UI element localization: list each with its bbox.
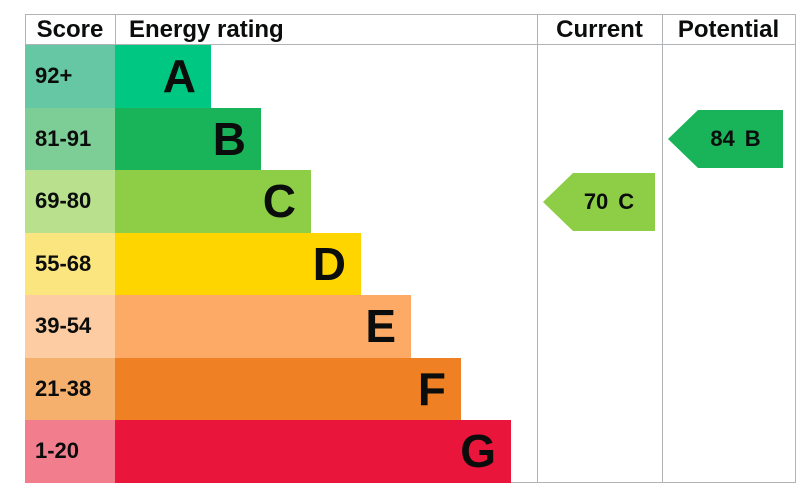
band-g-score-range: 1-20 <box>25 420 115 483</box>
band-a-score-range: 92+ <box>25 45 115 108</box>
band-d-bar: D <box>115 232 361 295</box>
header-bottom-border <box>25 44 796 45</box>
table-right-border <box>795 14 796 482</box>
band-row-f: 21-38 F <box>0 357 809 420</box>
table-top-border <box>25 14 796 15</box>
current-column-header: Current <box>556 15 643 43</box>
potential-column-header: Potential <box>677 15 780 43</box>
band-rows: 92+ A 81-91 B 69-80 C 55-68 D 39-54 E 21… <box>0 45 809 483</box>
table-bottom-border <box>25 482 796 483</box>
band-a-bar: A <box>115 45 211 108</box>
band-f-bar: F <box>115 357 461 420</box>
band-e-score-range: 39-54 <box>25 295 115 358</box>
current-column-divider <box>537 14 538 482</box>
score-column-header: Score <box>36 15 104 43</box>
band-row-c: 69-80 C <box>0 170 809 233</box>
band-d-score-range: 55-68 <box>25 232 115 295</box>
band-row-d: 55-68 D <box>0 232 809 295</box>
band-e-bar: E <box>115 295 411 358</box>
current-rating-band: C <box>618 189 635 214</box>
potential-column-divider <box>662 14 663 482</box>
score-column-divider <box>115 14 116 45</box>
band-row-b: 81-91 B <box>0 107 809 170</box>
band-g-bar: G <box>115 420 511 483</box>
band-c-score-range: 69-80 <box>25 170 115 233</box>
band-b-bar: B <box>115 107 261 170</box>
header-left-border <box>25 14 26 45</box>
band-row-a: 92+ A <box>0 45 809 108</box>
band-row-e: 39-54 E <box>0 295 809 358</box>
current-rating-score: 70 <box>583 189 609 214</box>
band-row-g: 1-20 G <box>0 420 809 483</box>
band-b-score-range: 81-91 <box>25 107 115 170</box>
potential-rating-band: B <box>744 126 761 151</box>
band-c-bar: C <box>115 170 311 233</box>
potential-rating-score: 84 <box>710 126 735 151</box>
band-f-score-range: 21-38 <box>25 357 115 420</box>
energy-rating-column-header: Energy rating <box>129 15 284 43</box>
